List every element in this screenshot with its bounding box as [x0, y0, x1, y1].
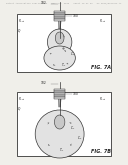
Text: 102: 102	[40, 1, 46, 5]
FancyBboxPatch shape	[17, 92, 111, 156]
FancyBboxPatch shape	[17, 14, 111, 72]
FancyBboxPatch shape	[54, 91, 65, 93]
Text: Patent Application Publication   Nov. 21, 2013   Sheet 19 of 32   US 2013/031737: Patent Application Publication Nov. 21, …	[6, 2, 122, 4]
FancyBboxPatch shape	[54, 95, 65, 97]
FancyBboxPatch shape	[54, 17, 65, 19]
Text: $C_2$: $C_2$	[77, 134, 82, 142]
Text: $C_2$: $C_2$	[70, 50, 75, 58]
FancyBboxPatch shape	[54, 89, 65, 91]
Text: $C_1$: $C_1$	[59, 35, 64, 43]
Text: $C_1$: $C_1$	[70, 124, 75, 132]
Ellipse shape	[35, 110, 84, 158]
Ellipse shape	[54, 115, 65, 129]
FancyBboxPatch shape	[54, 15, 65, 17]
Ellipse shape	[44, 46, 75, 70]
Text: 102: 102	[40, 82, 46, 85]
Text: FIG. 7B: FIG. 7B	[91, 149, 111, 154]
FancyBboxPatch shape	[54, 93, 65, 95]
Text: Q: Q	[18, 106, 20, 110]
Text: Q: Q	[18, 28, 20, 32]
Text: $T_{lc}$: $T_{lc}$	[60, 146, 65, 154]
Text: $P_{out}$: $P_{out}$	[18, 95, 25, 103]
FancyBboxPatch shape	[54, 11, 65, 13]
Text: $P_{out}$: $P_{out}$	[18, 17, 25, 25]
Ellipse shape	[55, 32, 64, 44]
Ellipse shape	[47, 29, 72, 55]
Text: $P_{out}$: $P_{out}$	[99, 95, 106, 103]
Text: FIG. 7A: FIG. 7A	[91, 65, 111, 70]
FancyBboxPatch shape	[54, 13, 65, 15]
Text: $T_{lc}$: $T_{lc}$	[61, 61, 67, 69]
Text: $P_{out}$: $P_{out}$	[99, 17, 106, 25]
FancyBboxPatch shape	[54, 97, 65, 99]
Text: 100: 100	[73, 14, 79, 18]
FancyBboxPatch shape	[54, 19, 65, 21]
Text: 100: 100	[73, 92, 79, 96]
